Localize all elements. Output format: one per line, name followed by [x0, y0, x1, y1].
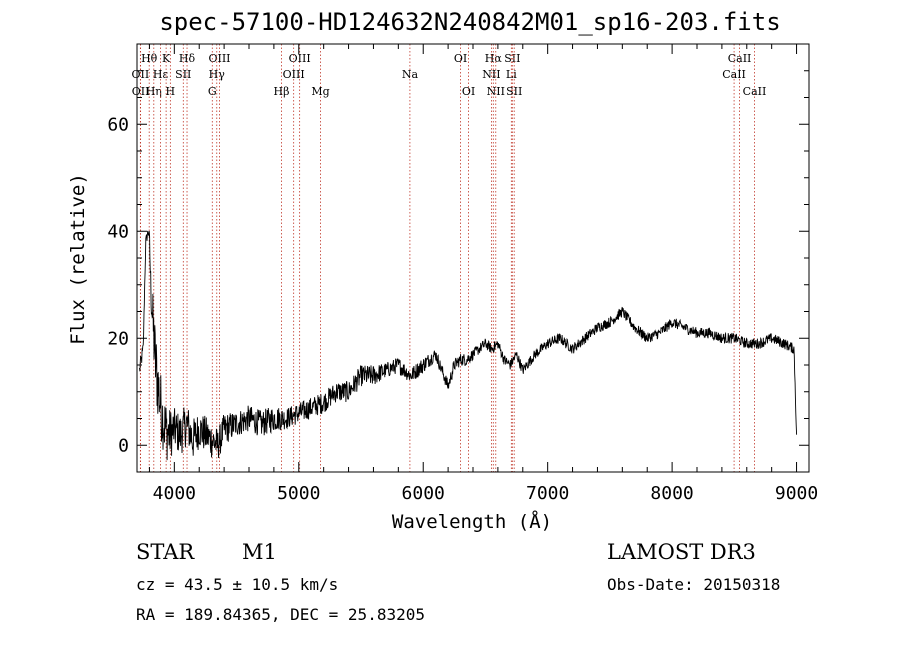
spectral-line-label-13: OIII [289, 52, 311, 65]
spectral-line-label-3: Hη [146, 85, 162, 98]
spectral-line-label-18: OI [462, 85, 475, 98]
spectral-line-label-1: OII [132, 68, 150, 81]
spectral-line-label-10: Hγ [209, 68, 226, 81]
y-tick-label: 0 [118, 435, 129, 456]
spectral-line-label-12: Hβ [274, 85, 290, 98]
coordinates: RA = 189.84365, DEC = 25.83205 [136, 605, 425, 624]
spectral-line-label-27: CaII [743, 85, 767, 98]
y-tick-label: 20 [107, 328, 129, 349]
spectral-line-label-21: NII [487, 85, 505, 98]
spectral-line-label-14: OIII [283, 68, 305, 81]
spectral-line-label-9: OIII [208, 52, 230, 65]
spectral-line-label-7: SII [175, 68, 191, 81]
y-axis-label: Flux (relative) [67, 173, 89, 345]
spectral-line-label-0: Hθ [141, 52, 158, 65]
spectral-line-label-6: H [166, 85, 176, 98]
spectral-line-label-25: CaII [728, 52, 752, 65]
axis-ticks: 4000 5000 6000 7000 8000 9000 0 20 40 60 [107, 44, 818, 504]
spectral-line-label-22: SII [504, 52, 520, 65]
object-subclass: M1 [242, 540, 277, 564]
y-tick-label: 40 [107, 221, 129, 242]
spectral-line-label-17: OI [454, 52, 467, 65]
flux-trace [139, 230, 798, 461]
spectral-line-label-16: Na [402, 68, 419, 81]
observation-date: Obs-Date: 20150318 [607, 575, 781, 594]
survey-name: LAMOST DR3 [607, 540, 756, 564]
spectral-line-label-20: NII [482, 68, 500, 81]
y-tick-label: 60 [107, 114, 129, 135]
spectral-line-label-11: G [208, 85, 217, 98]
x-tick-label: 9000 [775, 483, 818, 504]
spectral-line-label-24: SII [506, 85, 522, 98]
spectral-line-label-2: OII [132, 85, 150, 98]
spectral-line-label-23: Li [506, 68, 517, 81]
spectral-line-label-5: Hε [153, 68, 169, 81]
x-tick-label: 4000 [153, 483, 196, 504]
spectral-line-label-19: Hα [485, 52, 503, 65]
flux-series-line [139, 230, 798, 461]
spectral-line-label-26: CaII [722, 68, 746, 81]
spectral-line-label-8: Hδ [179, 52, 196, 65]
redshift-value: cz = 43.5 ± 10.5 km/s [136, 575, 339, 594]
object-class: STAR [136, 540, 195, 564]
x-tick-label: 6000 [402, 483, 445, 504]
x-tick-label: 8000 [650, 483, 693, 504]
x-axis-label: Wavelength (Å) [392, 510, 552, 533]
spectral-line-label-4: K [162, 52, 171, 65]
spectral-line-label-15: Mg [311, 85, 329, 98]
plot-frame [136, 43, 810, 473]
x-tick-label: 5000 [277, 483, 320, 504]
x-tick-label: 7000 [526, 483, 569, 504]
chart-title: spec-57100-HD124632N240842M01_sp16-203.f… [159, 8, 780, 36]
